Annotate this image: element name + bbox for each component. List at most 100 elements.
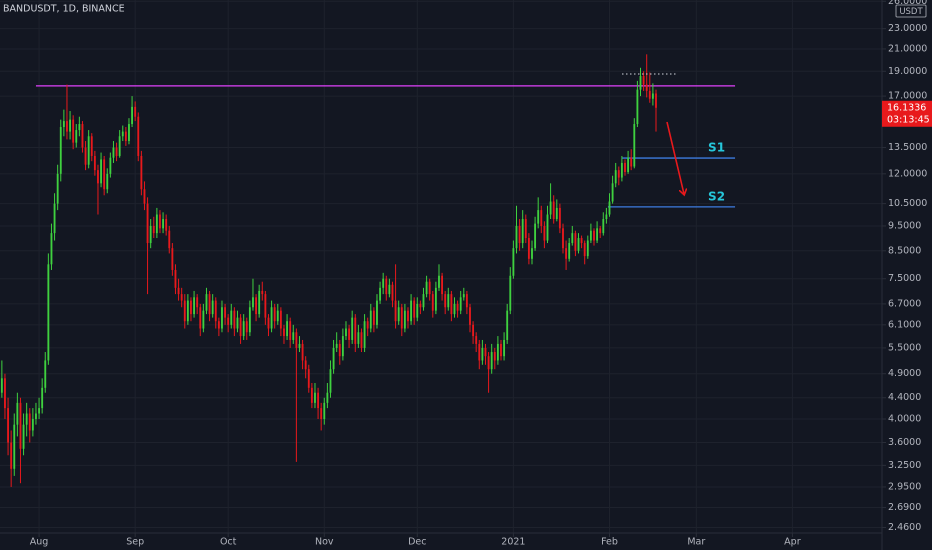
candle-body (310, 387, 313, 403)
level-label: S2 (708, 189, 725, 203)
candle-body (124, 131, 127, 142)
y-tick-label: 4.9000 (888, 368, 921, 379)
y-tick-label: 4.0000 (888, 414, 921, 425)
candle-body (540, 210, 543, 226)
candle-body (78, 124, 81, 131)
candle-body (341, 336, 344, 357)
candle-body (41, 387, 44, 409)
candle-body (233, 310, 236, 329)
candle-body (338, 343, 341, 357)
y-tick-label: 2.6900 (888, 502, 921, 513)
candle-body (441, 275, 444, 295)
candle-body (317, 392, 320, 409)
y-tick-label: 4.4000 (888, 392, 921, 403)
candle-body (558, 207, 561, 229)
candle-body (47, 264, 50, 361)
candle-body (493, 352, 496, 361)
y-tick-label: 13.5000 (888, 142, 927, 153)
candle-body (481, 347, 484, 361)
candle-body (453, 303, 456, 315)
candle-body (87, 136, 90, 165)
y-tick-label: 21.0000 (888, 43, 927, 54)
candle-body (549, 201, 552, 215)
candle-body (224, 307, 227, 318)
candle-body (537, 210, 540, 224)
candle-body (391, 284, 394, 301)
candle-body (589, 230, 592, 241)
candle-body (496, 343, 499, 361)
candle-body (199, 307, 202, 329)
candle-body (639, 76, 642, 90)
candle-body (586, 240, 589, 257)
candle-body (534, 223, 537, 249)
candle-body (394, 300, 397, 322)
candle-body (565, 248, 568, 259)
y-tick-label: 2.9500 (888, 481, 921, 492)
x-tick-label: Oct (220, 537, 237, 548)
candle-body (97, 170, 99, 184)
candle-body (16, 402, 19, 425)
x-tick-label: Sep (126, 537, 144, 548)
candle-body (279, 310, 282, 329)
y-tick-label: 9.5000 (888, 220, 921, 231)
x-tick-label: Feb (601, 537, 618, 548)
candle-body (531, 248, 533, 259)
candle-body (503, 339, 506, 357)
candle-body (295, 332, 298, 348)
candle-body (478, 343, 481, 361)
candle-body (183, 300, 186, 322)
candle-body (239, 317, 242, 337)
candle-body (38, 408, 40, 414)
candle-body (562, 228, 564, 249)
candle-body (487, 356, 490, 370)
candle-body (500, 343, 502, 357)
countdown: 03:13:45 (887, 114, 930, 125)
candle-body (366, 321, 369, 329)
candle-body (137, 116, 140, 156)
candle-body (369, 310, 372, 329)
candle-body (143, 189, 146, 204)
candle-body (121, 131, 124, 137)
candle-body (149, 225, 152, 244)
candle-body (245, 321, 248, 333)
candle-body (81, 124, 84, 148)
candle-body (307, 369, 310, 388)
candle-body (152, 225, 155, 234)
y-tick-label: 2.4600 (888, 522, 921, 533)
candle-body (608, 201, 611, 215)
candle-body (624, 162, 626, 172)
candle-body (512, 248, 515, 276)
candle-body (115, 147, 118, 156)
candle-body (354, 317, 357, 344)
candle-body (59, 127, 62, 174)
candle-body (447, 294, 450, 308)
candle-body (372, 310, 375, 325)
candle-body (428, 281, 431, 295)
candle-body (171, 248, 174, 270)
y-tick-label: 7.5000 (888, 273, 921, 284)
candle-body (286, 321, 289, 337)
candle-body (103, 159, 106, 190)
candle-body (326, 392, 329, 403)
candle-body (177, 287, 180, 295)
candle-body (357, 332, 360, 344)
candle-body (388, 284, 391, 295)
candle-body (261, 290, 264, 295)
candle-body (438, 275, 440, 288)
candle-body (196, 297, 199, 308)
candle-body (509, 275, 512, 311)
candle-body (376, 300, 378, 325)
level-label: S1 (708, 141, 725, 155)
candle-body (407, 310, 409, 322)
candle-body (211, 300, 214, 315)
candle-body (450, 294, 453, 315)
candle-body (248, 307, 251, 333)
candle-body (410, 300, 413, 322)
candle-body (190, 300, 192, 315)
candle-body (7, 408, 9, 443)
candle-body (568, 243, 571, 259)
candle-body (230, 310, 233, 325)
candle-body (527, 238, 530, 259)
candle-body (242, 321, 245, 337)
